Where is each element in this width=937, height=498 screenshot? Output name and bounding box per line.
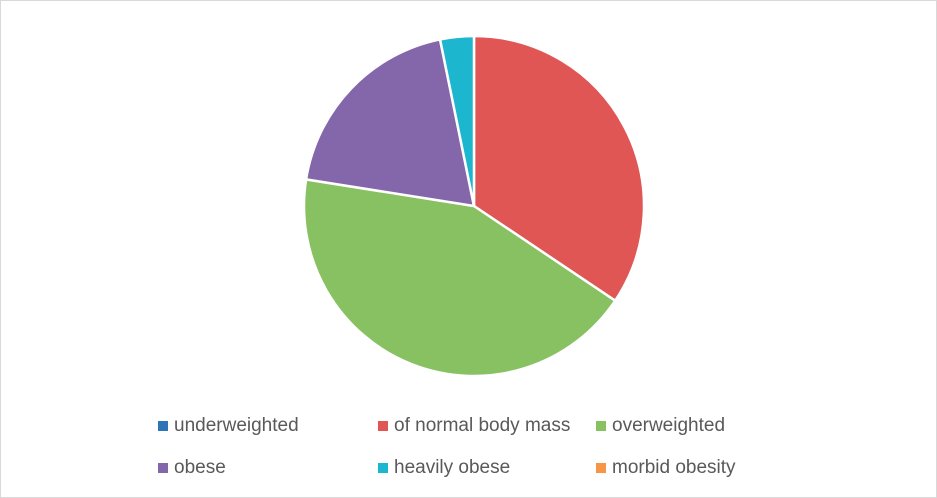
legend-swatch (158, 463, 168, 473)
legend-swatch (158, 421, 168, 431)
legend-label: underweighted (174, 415, 299, 436)
legend-swatch (378, 463, 388, 473)
legend-label: obese (174, 457, 226, 478)
legend-swatch (378, 421, 388, 431)
pie-slice (302, 177, 617, 378)
legend-swatch (596, 463, 606, 473)
legend-label: heavily obese (394, 457, 510, 478)
legend-swatch (596, 421, 606, 431)
legend-label: overweighted (612, 415, 725, 436)
legend-label: of normal body mass (394, 415, 570, 436)
pie-slice (472, 34, 646, 303)
pie-slice (304, 37, 476, 208)
pie-slice (438, 34, 476, 207)
legend-label: morbid obesity (612, 457, 736, 478)
